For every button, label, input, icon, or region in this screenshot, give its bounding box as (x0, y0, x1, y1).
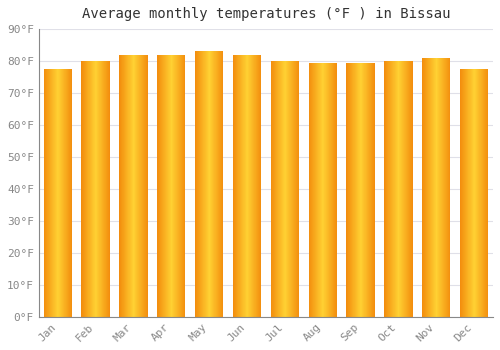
Title: Average monthly temperatures (°F ) in Bissau: Average monthly temperatures (°F ) in Bi… (82, 7, 450, 21)
